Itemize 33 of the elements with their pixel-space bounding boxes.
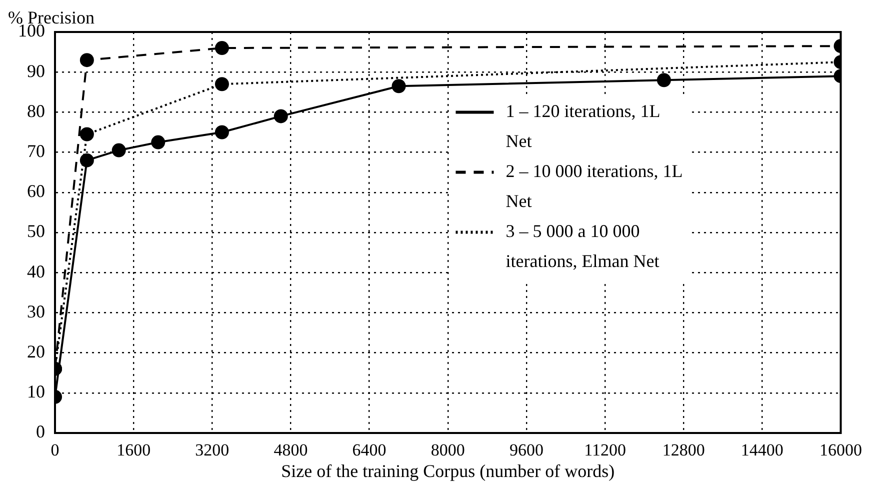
point — [80, 153, 94, 168]
y-tick-label: 60 — [27, 181, 45, 202]
x-tick-label: 3200 — [195, 440, 230, 460]
y-tick-label: 30 — [27, 301, 45, 322]
point — [80, 53, 94, 68]
x-tick-label: 11200 — [584, 440, 626, 460]
y-tick-label: 0 — [36, 422, 45, 442]
x-tick-label: 9600 — [509, 440, 544, 460]
y-tick-label: 50 — [27, 221, 45, 242]
point — [151, 135, 166, 150]
y-tick-label: 40 — [27, 261, 45, 282]
x-tick-label: 6400 — [352, 440, 386, 460]
point — [274, 109, 288, 124]
point — [214, 125, 229, 140]
x-tick-label: 8000 — [430, 440, 465, 460]
x-tick-label: 0 — [50, 440, 60, 460]
x-tick-label: 12800 — [662, 440, 705, 460]
x-axis-title: Size of the training Corpus (number of words) — [281, 460, 615, 481]
legend-label: 2 – 10 000 iterations, 1L Net — [506, 160, 683, 211]
x-tick-label: 16000 — [820, 440, 862, 460]
x-tick-label: 1600 — [116, 440, 151, 460]
x-tick-label: 4800 — [274, 440, 308, 460]
point — [392, 79, 406, 94]
y-tick-label: 10 — [27, 382, 45, 402]
y-tick-label: 70 — [27, 141, 45, 162]
y-tick-label: 20 — [27, 342, 45, 362]
legend-label: 3 – 5 000 a 10 000 iterations, Elman Net — [506, 220, 660, 271]
y-tick-label: 90 — [27, 60, 45, 81]
point — [214, 41, 229, 56]
x-tick-label: 14400 — [740, 440, 784, 460]
y-tick-label: 80 — [27, 100, 45, 121]
point — [112, 143, 126, 158]
legend-label: 1 – 120 iterations, 1L Net — [506, 100, 660, 151]
